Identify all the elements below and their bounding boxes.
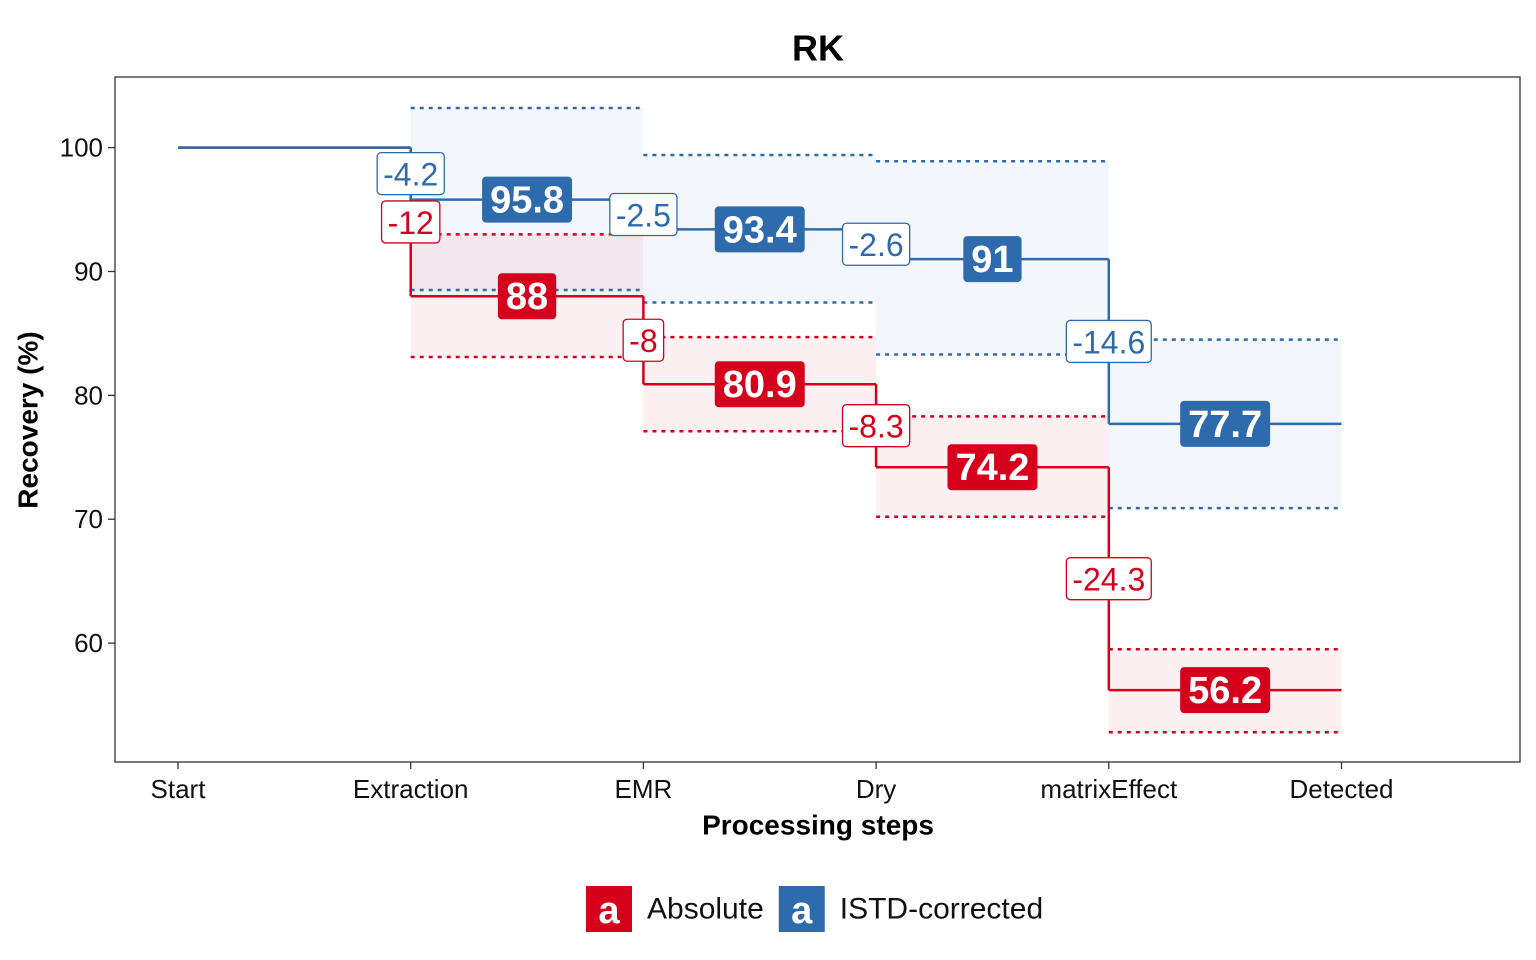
change-label-box bbox=[841, 222, 911, 266]
change-label-text: -2.6 bbox=[849, 227, 904, 263]
change-label: -24.3 bbox=[1065, 557, 1152, 601]
value-label-text: 91 bbox=[971, 239, 1013, 281]
y-tick-label: 100 bbox=[60, 133, 103, 163]
x-tick-label: Start bbox=[151, 774, 207, 804]
legend-label: Absolute bbox=[647, 893, 764, 926]
value-label-text: 56.2 bbox=[1188, 670, 1262, 712]
x-tick-label: matrixEffect bbox=[1040, 774, 1178, 804]
x-tick-label: Dry bbox=[856, 774, 896, 804]
change-label: -8 bbox=[622, 318, 665, 362]
change-label-text: -8.3 bbox=[849, 409, 904, 445]
value-label-box bbox=[714, 206, 805, 253]
plot-panel bbox=[114, 76, 1521, 763]
value-label: 77.7 bbox=[1180, 400, 1271, 447]
value-label-text: 95.8 bbox=[490, 180, 564, 222]
change-label-text: -4.2 bbox=[383, 157, 438, 193]
change-label-box bbox=[376, 151, 445, 196]
change-label-box bbox=[1065, 319, 1152, 364]
legend-key bbox=[778, 886, 825, 932]
y-tick-label: 90 bbox=[74, 256, 103, 286]
change-label: -2.6 bbox=[841, 222, 911, 266]
value-label-text: 80.9 bbox=[723, 364, 797, 406]
change-label: -12 bbox=[380, 200, 441, 244]
change-label: -8.3 bbox=[841, 404, 911, 448]
legend-key-glyph: a bbox=[598, 890, 620, 932]
x-tick-label: Extraction bbox=[353, 774, 469, 804]
legend-label: ISTD-corrected bbox=[840, 893, 1043, 926]
value-label-box bbox=[1180, 667, 1271, 714]
value-label-box bbox=[1180, 400, 1271, 447]
value-label-box bbox=[482, 176, 573, 223]
y-tick-label: 80 bbox=[74, 380, 103, 410]
change-label-text: -8 bbox=[629, 323, 657, 359]
legend-key-glyph: a bbox=[791, 890, 813, 932]
value-label-text: 93.4 bbox=[723, 209, 797, 251]
y-axis-title: Recovery (%) bbox=[13, 331, 44, 508]
change-label-box bbox=[841, 404, 911, 448]
y-tick-label: 70 bbox=[74, 504, 103, 534]
value-label: 80.9 bbox=[714, 361, 805, 408]
x-tick-label: EMR bbox=[615, 774, 673, 804]
value-label: 56.2 bbox=[1180, 667, 1271, 714]
change-label: -4.2 bbox=[376, 151, 445, 196]
value-label-text: 74.2 bbox=[955, 447, 1029, 489]
value-label-box bbox=[497, 273, 557, 320]
change-label-text: -2.5 bbox=[616, 197, 671, 233]
value-label: 88 bbox=[497, 273, 557, 320]
change-label-text: -14.6 bbox=[1072, 324, 1145, 360]
labels: 88 -12 80.9 -8 74.2 -8.3 56.2 -24.3 95.8 -4.2 93.4… bbox=[376, 151, 1271, 714]
value-label-text: 88 bbox=[506, 276, 548, 318]
value-label-box bbox=[963, 236, 1022, 283]
chart-title: RK bbox=[792, 28, 844, 69]
change-label-box bbox=[609, 192, 678, 237]
change-label-text: -24.3 bbox=[1072, 562, 1145, 598]
x-axis-title: Processing steps bbox=[702, 810, 934, 841]
value-label: 74.2 bbox=[947, 444, 1038, 491]
change-label-text: -12 bbox=[388, 205, 434, 241]
legend-key bbox=[586, 886, 632, 932]
change-label-box bbox=[622, 318, 665, 362]
value-label: 95.8 bbox=[482, 176, 573, 223]
x-tick-label: Detected bbox=[1289, 774, 1393, 804]
change-label: -14.6 bbox=[1065, 319, 1152, 364]
value-label-box bbox=[714, 361, 805, 408]
value-label-text: 77.7 bbox=[1188, 404, 1262, 446]
value-label: 93.4 bbox=[714, 206, 805, 253]
value-label-box bbox=[947, 444, 1038, 491]
change-label-box bbox=[1065, 557, 1152, 601]
y-tick-label: 60 bbox=[74, 628, 103, 658]
change-label: -2.5 bbox=[609, 192, 678, 237]
change-label-box bbox=[380, 200, 441, 244]
value-label: 91 bbox=[963, 236, 1022, 283]
